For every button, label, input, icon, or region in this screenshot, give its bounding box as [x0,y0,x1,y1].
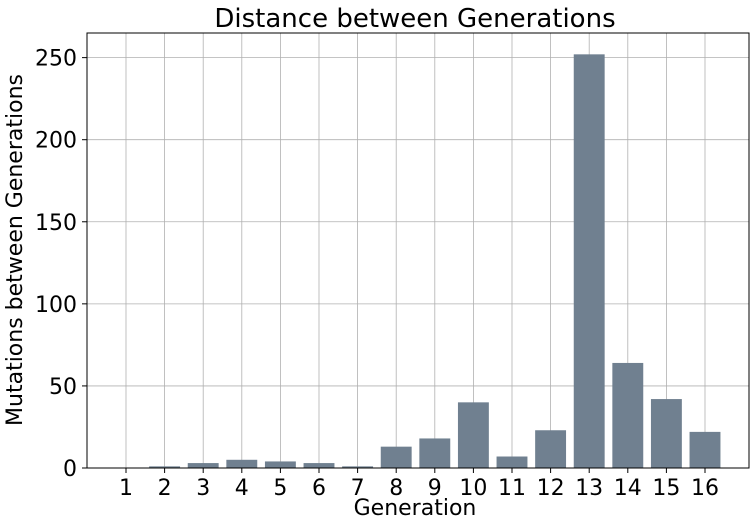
y-tick-label: 50 [49,375,77,400]
x-tick-label: 3 [196,476,210,501]
bar-generation-11 [496,456,528,468]
bars-layer [149,54,721,468]
y-axis-label: Mutations between Generations [3,74,28,426]
x-tick-label: 16 [691,476,719,501]
x-tick-label: 1 [119,476,133,501]
bar-generation-7 [342,466,374,468]
bar-generation-6 [303,463,335,468]
grid-layer [87,33,749,469]
bar-generation-4 [226,459,258,468]
y-tick-label: 200 [35,129,77,154]
x-axis-ticks: 1 2 3 4 5 6 7 8 9 10 11 12 13 14 15 16 [119,468,719,501]
y-tick-label: 250 [35,47,77,72]
x-axis-label: Generation [354,496,477,521]
x-tick-label: 13 [575,476,603,501]
x-tick-label: 14 [614,476,642,501]
y-axis-ticks: 0 50 100 150 200 250 [35,47,87,482]
y-tick-label: 0 [63,457,77,482]
bar-generation-13 [573,54,605,468]
x-tick-label: 12 [537,476,565,501]
bar-generation-10 [457,402,489,468]
x-tick-label: 8 [389,476,403,501]
x-tick-label: 9 [428,476,442,501]
x-tick-label: 7 [351,476,365,501]
chart-title: Distance between Generations [214,4,615,34]
bar-generation-14 [612,362,644,468]
x-tick-label: 5 [273,476,287,501]
bar-generation-5 [264,461,296,468]
bar-generation-8 [380,446,412,468]
bar-generation-15 [650,399,682,468]
x-tick-label: 6 [312,476,326,501]
bar-generation-3 [187,463,219,468]
bar-generation-9 [419,438,451,468]
x-tick-label: 2 [158,476,172,501]
plot-frame [86,32,750,469]
y-tick-label: 100 [35,293,77,318]
bar-generation-12 [535,430,567,468]
bar-generation-2 [149,466,181,468]
x-tick-label: 15 [652,476,680,501]
x-tick-label: 10 [459,476,487,501]
bar-generation-16 [689,431,721,468]
y-tick-label: 150 [35,211,77,236]
x-tick-label: 11 [498,476,526,501]
x-tick-label: 4 [235,476,249,501]
